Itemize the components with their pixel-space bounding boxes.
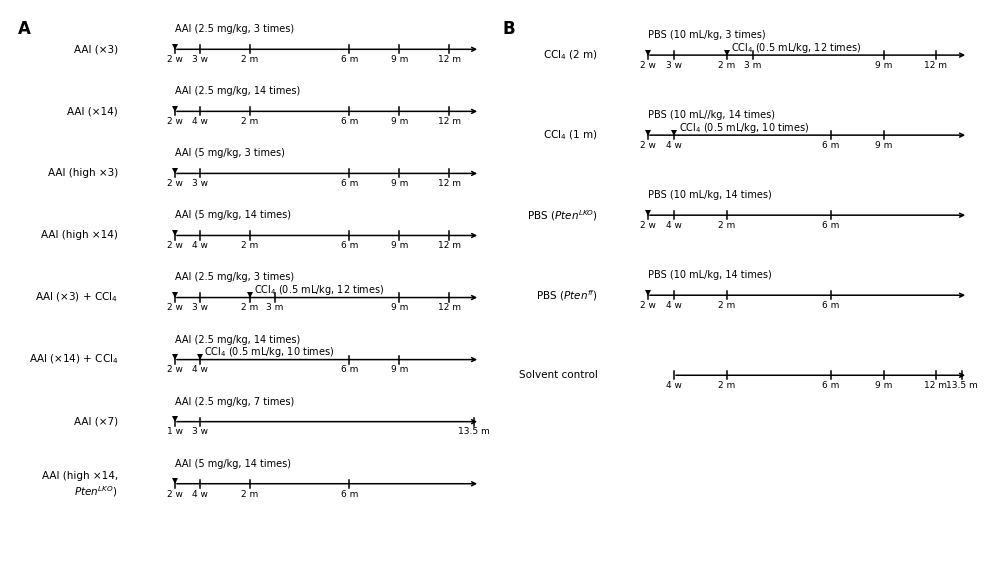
Text: 9 m: 9 m bbox=[391, 179, 408, 188]
Text: 3 w: 3 w bbox=[192, 55, 208, 64]
Text: 6 m: 6 m bbox=[341, 241, 358, 251]
Text: 13.5 m: 13.5 m bbox=[458, 427, 490, 437]
Text: AAI (5 mg/kg, 3 times): AAI (5 mg/kg, 3 times) bbox=[175, 148, 285, 158]
Text: 4 w: 4 w bbox=[666, 301, 682, 310]
Text: AAI (×3): AAI (×3) bbox=[74, 44, 118, 55]
Text: 9 m: 9 m bbox=[875, 141, 892, 150]
Text: 2 w: 2 w bbox=[167, 179, 183, 188]
Text: AAI (5 mg/kg, 14 times): AAI (5 mg/kg, 14 times) bbox=[175, 459, 291, 469]
Text: 6 m: 6 m bbox=[341, 117, 358, 126]
Text: AAI (2.5 mg/kg, 14 times): AAI (2.5 mg/kg, 14 times) bbox=[175, 86, 300, 96]
Text: 3 w: 3 w bbox=[666, 61, 682, 70]
Text: 9 m: 9 m bbox=[391, 303, 408, 313]
Text: AAI (×14): AAI (×14) bbox=[67, 106, 118, 117]
Text: CCl$_4$ (1 m): CCl$_4$ (1 m) bbox=[543, 128, 598, 142]
Text: 2 m: 2 m bbox=[241, 117, 258, 126]
Text: 4 w: 4 w bbox=[192, 117, 208, 126]
Text: PBS (10 mL/kg, 3 times): PBS (10 mL/kg, 3 times) bbox=[648, 30, 766, 40]
Text: 12 m: 12 m bbox=[438, 241, 461, 251]
Text: 12 m: 12 m bbox=[924, 381, 947, 390]
Text: 2 w: 2 w bbox=[167, 241, 183, 251]
Text: AAI (2.5 mg/kg, 3 times): AAI (2.5 mg/kg, 3 times) bbox=[175, 24, 294, 34]
Text: 3 m: 3 m bbox=[744, 61, 761, 70]
Text: CCl$_4$ (2 m): CCl$_4$ (2 m) bbox=[543, 48, 598, 62]
Text: CCl$_4$ (0.5 mL/kg, 12 times): CCl$_4$ (0.5 mL/kg, 12 times) bbox=[731, 41, 862, 55]
Text: 6 m: 6 m bbox=[822, 381, 840, 390]
Text: 12 m: 12 m bbox=[438, 303, 461, 313]
Text: 12 m: 12 m bbox=[924, 61, 947, 70]
Text: CCl$_4$ (0.5 mL/kg, 10 times): CCl$_4$ (0.5 mL/kg, 10 times) bbox=[204, 345, 335, 359]
Text: 4 w: 4 w bbox=[192, 241, 208, 251]
Text: PBS (10 mL/kg, 14 times): PBS (10 mL/kg, 14 times) bbox=[648, 190, 772, 200]
Text: 3 w: 3 w bbox=[192, 179, 208, 188]
Text: 2 w: 2 w bbox=[640, 61, 656, 70]
Text: 3 w: 3 w bbox=[192, 427, 208, 437]
Text: AAI (high ×3): AAI (high ×3) bbox=[48, 168, 118, 179]
Text: 2 m: 2 m bbox=[718, 221, 735, 230]
Text: A: A bbox=[18, 20, 31, 38]
Text: 6 m: 6 m bbox=[341, 55, 358, 64]
Text: B: B bbox=[503, 20, 516, 38]
Text: 9 m: 9 m bbox=[391, 55, 408, 64]
Text: 2 w: 2 w bbox=[640, 221, 656, 230]
Text: PBS (10 mL//kg, 14 times): PBS (10 mL//kg, 14 times) bbox=[648, 110, 775, 120]
Text: 2 m: 2 m bbox=[241, 55, 258, 64]
Text: 4 w: 4 w bbox=[192, 490, 208, 499]
Text: AAI (2.5 mg/kg, 14 times): AAI (2.5 mg/kg, 14 times) bbox=[175, 335, 300, 345]
Text: AAI (5 mg/kg, 14 times): AAI (5 mg/kg, 14 times) bbox=[175, 211, 291, 220]
Text: 2 m: 2 m bbox=[718, 381, 735, 390]
Text: AAI (2.5 mg/kg, 7 times): AAI (2.5 mg/kg, 7 times) bbox=[175, 397, 294, 407]
Text: AAI (×7): AAI (×7) bbox=[74, 416, 118, 427]
Text: AAI (×14) + CCl$_4$: AAI (×14) + CCl$_4$ bbox=[29, 353, 118, 367]
Text: 4 w: 4 w bbox=[666, 221, 682, 230]
Text: AAI (×3) + CCl$_4$: AAI (×3) + CCl$_4$ bbox=[35, 291, 118, 304]
Text: 6 m: 6 m bbox=[822, 301, 840, 310]
Text: PBS (10 mL/kg, 14 times): PBS (10 mL/kg, 14 times) bbox=[648, 270, 772, 280]
Text: 2 w: 2 w bbox=[167, 365, 183, 375]
Text: 12 m: 12 m bbox=[438, 55, 461, 64]
Text: 4 w: 4 w bbox=[192, 365, 208, 375]
Text: 9 m: 9 m bbox=[391, 365, 408, 375]
Text: 12 m: 12 m bbox=[438, 179, 461, 188]
Text: 3 w: 3 w bbox=[192, 303, 208, 313]
Text: 6 m: 6 m bbox=[341, 179, 358, 188]
Text: CCl$_4$ (0.5 mL/kg, 12 times): CCl$_4$ (0.5 mL/kg, 12 times) bbox=[254, 283, 385, 297]
Text: CCl$_4$ (0.5 mL/kg, 10 times): CCl$_4$ (0.5 mL/kg, 10 times) bbox=[679, 121, 809, 135]
Text: 9 m: 9 m bbox=[875, 61, 892, 70]
Text: 3 m: 3 m bbox=[266, 303, 283, 313]
Text: 6 m: 6 m bbox=[822, 141, 840, 150]
Text: AAI (high ×14,: AAI (high ×14, bbox=[42, 471, 118, 481]
Text: $\mathit{Pten}^{LKO}$): $\mathit{Pten}^{LKO}$) bbox=[74, 484, 118, 499]
Text: 6 m: 6 m bbox=[341, 490, 358, 499]
Text: PBS ($\mathit{Pten}^{LKO}$): PBS ($\mathit{Pten}^{LKO}$) bbox=[527, 208, 598, 223]
Text: 9 m: 9 m bbox=[875, 381, 892, 390]
Text: 2 m: 2 m bbox=[241, 241, 258, 251]
Text: 2 m: 2 m bbox=[718, 301, 735, 310]
Text: 4 w: 4 w bbox=[666, 381, 682, 390]
Text: 2 w: 2 w bbox=[167, 303, 183, 313]
Text: 2 w: 2 w bbox=[640, 301, 656, 310]
Text: 2 m: 2 m bbox=[241, 303, 258, 313]
Text: 1 w: 1 w bbox=[167, 427, 183, 437]
Text: 13.5 m: 13.5 m bbox=[946, 381, 978, 390]
Text: PBS ($\mathit{Pten}^{ff}$): PBS ($\mathit{Pten}^{ff}$) bbox=[536, 288, 598, 303]
Text: 6 m: 6 m bbox=[341, 365, 358, 375]
Text: 2 w: 2 w bbox=[167, 117, 183, 126]
Text: 2 w: 2 w bbox=[640, 141, 656, 150]
Text: 2 w: 2 w bbox=[167, 490, 183, 499]
Text: 6 m: 6 m bbox=[822, 221, 840, 230]
Text: 4 w: 4 w bbox=[666, 141, 682, 150]
Text: AAI (high ×14): AAI (high ×14) bbox=[41, 230, 118, 241]
Text: AAI (2.5 mg/kg, 3 times): AAI (2.5 mg/kg, 3 times) bbox=[175, 273, 294, 282]
Text: 2 m: 2 m bbox=[718, 61, 735, 70]
Text: 9 m: 9 m bbox=[391, 117, 408, 126]
Text: 9 m: 9 m bbox=[391, 241, 408, 251]
Text: 12 m: 12 m bbox=[438, 117, 461, 126]
Text: 2 w: 2 w bbox=[167, 55, 183, 64]
Text: 2 m: 2 m bbox=[241, 490, 258, 499]
Text: Solvent control: Solvent control bbox=[519, 370, 598, 380]
